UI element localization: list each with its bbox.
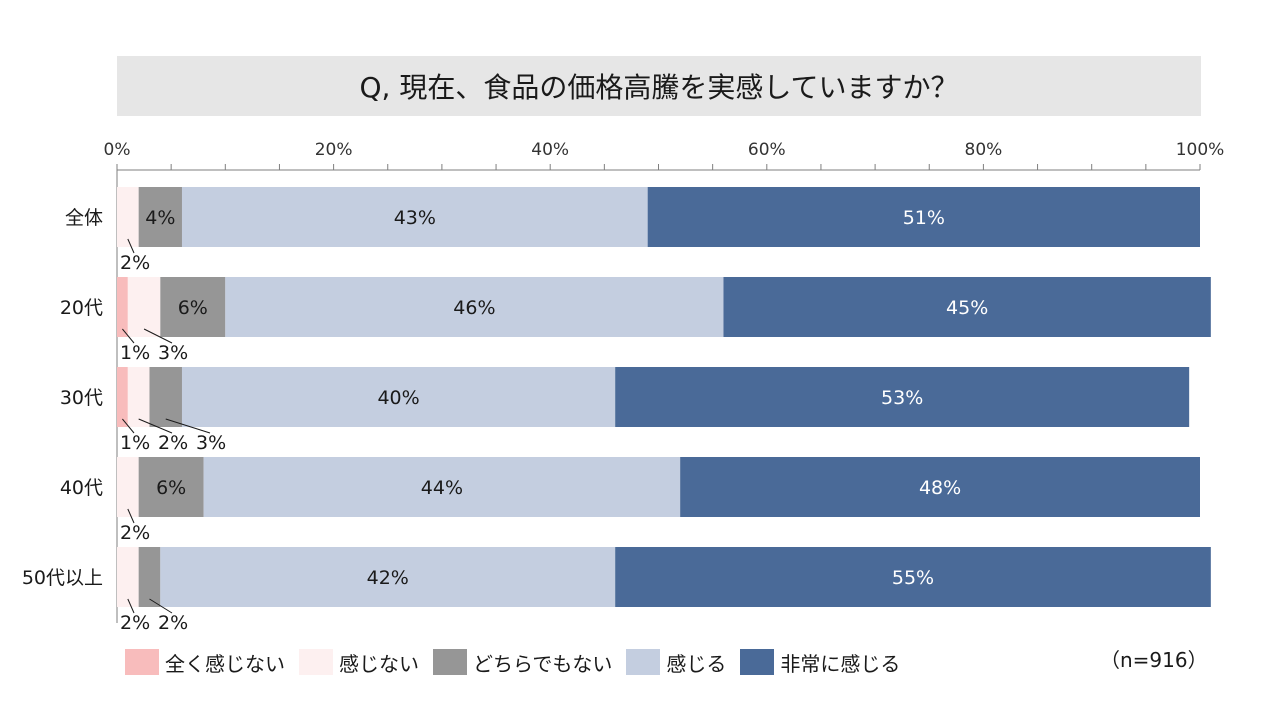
bar-segment bbox=[225, 277, 724, 337]
bar-segment bbox=[127, 277, 161, 337]
legend-label: 感じる bbox=[666, 651, 727, 676]
bar-segment bbox=[203, 457, 681, 517]
legend-label: どちらでもない bbox=[473, 651, 613, 676]
category-label: 全体 bbox=[65, 207, 103, 229]
x-tick-label: 20% bbox=[315, 140, 353, 160]
bar-segment bbox=[181, 367, 616, 427]
legend-label: 全く感じない bbox=[165, 651, 285, 676]
x-tick-label: 100% bbox=[1176, 140, 1225, 160]
data-label: 44% bbox=[421, 477, 463, 499]
data-label-small: 2% bbox=[158, 432, 188, 454]
data-label: 51% bbox=[903, 207, 945, 229]
data-label-small: 2% bbox=[120, 252, 150, 274]
legend-swatch bbox=[626, 649, 661, 675]
data-label: 40% bbox=[377, 387, 419, 409]
bar-segment bbox=[181, 187, 648, 247]
leader-line bbox=[143, 328, 173, 344]
legend-item: 感じない bbox=[299, 648, 419, 677]
data-label: 43% bbox=[394, 207, 436, 229]
leader-line bbox=[122, 328, 135, 344]
chart-title: Q, 現在、食品の価格高騰を実感していますか？ bbox=[359, 71, 959, 104]
bar-segment bbox=[138, 547, 161, 607]
bar-segment bbox=[138, 187, 182, 247]
legend-label: 感じない bbox=[339, 651, 419, 676]
data-label: 45% bbox=[946, 297, 988, 319]
bar-segment bbox=[117, 277, 128, 337]
bar-segment bbox=[138, 457, 204, 517]
legend-item: 全く感じない bbox=[125, 648, 285, 677]
data-label: 53% bbox=[881, 387, 923, 409]
legend-item: 非常に感じる bbox=[740, 648, 900, 677]
legend-item: 感じる bbox=[626, 648, 726, 677]
data-label-small: 2% bbox=[120, 612, 150, 634]
category-label: 40代 bbox=[60, 477, 103, 499]
bar-segment bbox=[615, 367, 1190, 427]
legend-swatch bbox=[740, 649, 775, 675]
bar-segment bbox=[723, 277, 1211, 337]
data-label-small: 2% bbox=[158, 612, 188, 634]
data-label: 6% bbox=[178, 297, 208, 319]
leader-line bbox=[138, 418, 173, 434]
category-label: 30代 bbox=[60, 387, 103, 409]
data-label: 4% bbox=[145, 207, 175, 229]
bar-segment bbox=[615, 547, 1211, 607]
x-tick-label: 40% bbox=[531, 140, 569, 160]
bar-segment bbox=[149, 367, 182, 427]
legend-label: 非常に感じる bbox=[780, 651, 901, 676]
x-tick-label: 0% bbox=[104, 140, 131, 160]
leader-line bbox=[122, 418, 135, 434]
sample-size-note: （n=916） bbox=[1100, 648, 1208, 672]
data-label: 55% bbox=[892, 567, 934, 589]
data-label-small: 2% bbox=[120, 522, 150, 544]
leader-line bbox=[165, 418, 211, 434]
bar-segment bbox=[127, 367, 150, 427]
bar-segment bbox=[160, 277, 226, 337]
leader-line bbox=[127, 508, 135, 524]
legend-swatch bbox=[299, 649, 333, 675]
chart-title-box: Q, 現在、食品の価格高騰を実感していますか？ bbox=[117, 56, 1201, 116]
bar-segment bbox=[647, 187, 1200, 247]
data-label: 42% bbox=[367, 567, 409, 589]
bar-segment bbox=[117, 457, 139, 517]
bar-segment bbox=[117, 367, 128, 427]
bar-segment bbox=[117, 187, 139, 247]
data-label: 48% bbox=[919, 477, 961, 499]
legend-swatch bbox=[125, 649, 159, 675]
x-tick-label: 60% bbox=[748, 140, 786, 160]
category-label: 20代 bbox=[60, 297, 103, 319]
bar-segment bbox=[117, 547, 139, 607]
legend-swatch bbox=[433, 649, 467, 675]
leader-line bbox=[127, 238, 135, 254]
data-label-small: 3% bbox=[158, 342, 188, 364]
bar-segment bbox=[680, 457, 1200, 517]
data-label-small: 1% bbox=[120, 432, 150, 454]
data-label: 6% bbox=[156, 477, 186, 499]
leader-line bbox=[149, 598, 173, 614]
category-label: 50代以上 bbox=[22, 567, 103, 589]
legend-item: どちらでもない bbox=[433, 648, 612, 677]
data-label-small: 1% bbox=[120, 342, 150, 364]
x-tick-label: 80% bbox=[965, 140, 1003, 160]
data-label-small: 3% bbox=[196, 432, 226, 454]
leader-line bbox=[127, 598, 135, 614]
data-label: 46% bbox=[453, 297, 495, 319]
legend: 全く感じない 感じない どちらでもない 感じる 非常に感じる bbox=[125, 648, 900, 676]
bar-segment bbox=[160, 547, 616, 607]
